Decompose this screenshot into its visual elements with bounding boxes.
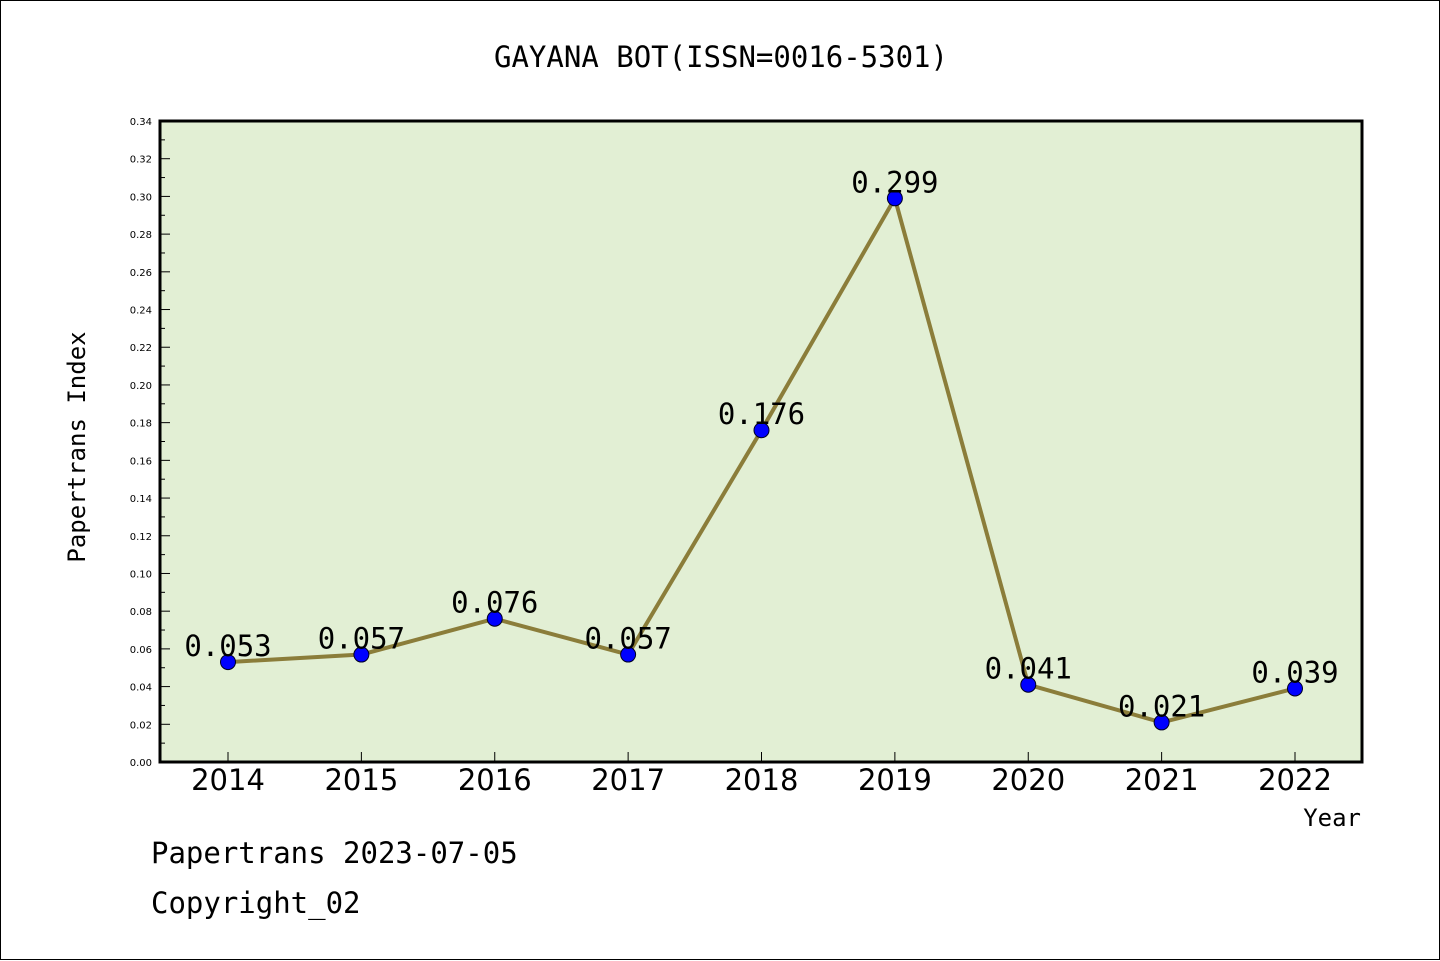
y-tick-label: 0.14	[130, 494, 152, 505]
data-point	[1020, 676, 1037, 693]
y-tick-label: 0.24	[130, 306, 152, 317]
series-line-group	[220, 190, 1303, 731]
data-label: 0.176	[718, 397, 805, 431]
x-axis-label: Year	[1303, 804, 1361, 832]
x-tick-label: 2014	[191, 763, 265, 797]
y-tick-label: 0.26	[130, 268, 152, 279]
y-tick-label: 0.18	[130, 419, 152, 430]
y-tick-label: 0.30	[130, 192, 152, 203]
x-tick-label: 2016	[458, 763, 532, 797]
x-tick-label: 2021	[1125, 763, 1199, 797]
y-tick-label: 0.28	[130, 230, 152, 241]
data-label: 0.039	[1251, 655, 1338, 689]
x-tick-label: 2020	[991, 763, 1065, 797]
data-point	[886, 190, 903, 207]
y-tick-label: 0.04	[130, 683, 152, 694]
x-tick-label: 2015	[324, 763, 398, 797]
y-tick-label: 0.16	[130, 456, 152, 467]
data-point	[1287, 680, 1303, 697]
data-label: 0.041	[985, 652, 1072, 686]
y-tick-label: 0.34	[130, 117, 152, 128]
data-label: 0.057	[318, 622, 405, 656]
y-tick-label: 0.32	[130, 155, 152, 166]
y-tick-label: 0.02	[130, 720, 152, 731]
y-tick-label: 0.12	[130, 532, 152, 543]
x-tick-label: 2022	[1258, 763, 1332, 797]
data-point	[1153, 714, 1170, 731]
y-tick-label: 0.08	[130, 607, 152, 618]
data-point	[220, 654, 236, 671]
data-label: 0.053	[184, 629, 271, 663]
footer-copyright-text: Copyright_02	[151, 886, 361, 920]
data-point	[620, 646, 637, 663]
data-point	[486, 610, 503, 627]
y-tick-label: 0.22	[130, 343, 152, 354]
data-label: 0.076	[451, 586, 538, 620]
data-point	[353, 646, 370, 663]
footer-date-text: Papertrans 2023-07-05	[151, 836, 518, 870]
data-label: 0.021	[1118, 689, 1205, 723]
x-tick-label: 2018	[725, 763, 799, 797]
x-tick-label: 2017	[591, 763, 665, 797]
y-tick-label: 0.00	[130, 758, 152, 769]
data-labels-group: 0.053 0.057 0.076 0.057 0.176 0.299 0.041 0.021…	[184, 165, 1338, 723]
y-axis: 0.00 0.02 0.04 0.06 0.08 0.10 0.12 0.14 0.16 0.18…	[130, 117, 170, 769]
y-tick-label: 0.10	[130, 569, 152, 580]
plot-area	[158, 119, 1364, 764]
y-tick-label: 0.20	[130, 381, 152, 392]
chart-title: GAYANA BOT(ISSN=0016-5301)	[494, 40, 948, 74]
y-axis-label: Papertrans Index	[63, 331, 91, 562]
x-axis: 2014 2015 2016 2017 2018 2019 2020 2021 2022	[191, 752, 1332, 797]
data-label: 0.057	[584, 622, 671, 656]
data-point	[753, 422, 770, 439]
y-tick-label: 0.06	[130, 645, 152, 656]
x-tick-label: 2019	[858, 763, 932, 797]
data-label: 0.299	[851, 165, 938, 199]
